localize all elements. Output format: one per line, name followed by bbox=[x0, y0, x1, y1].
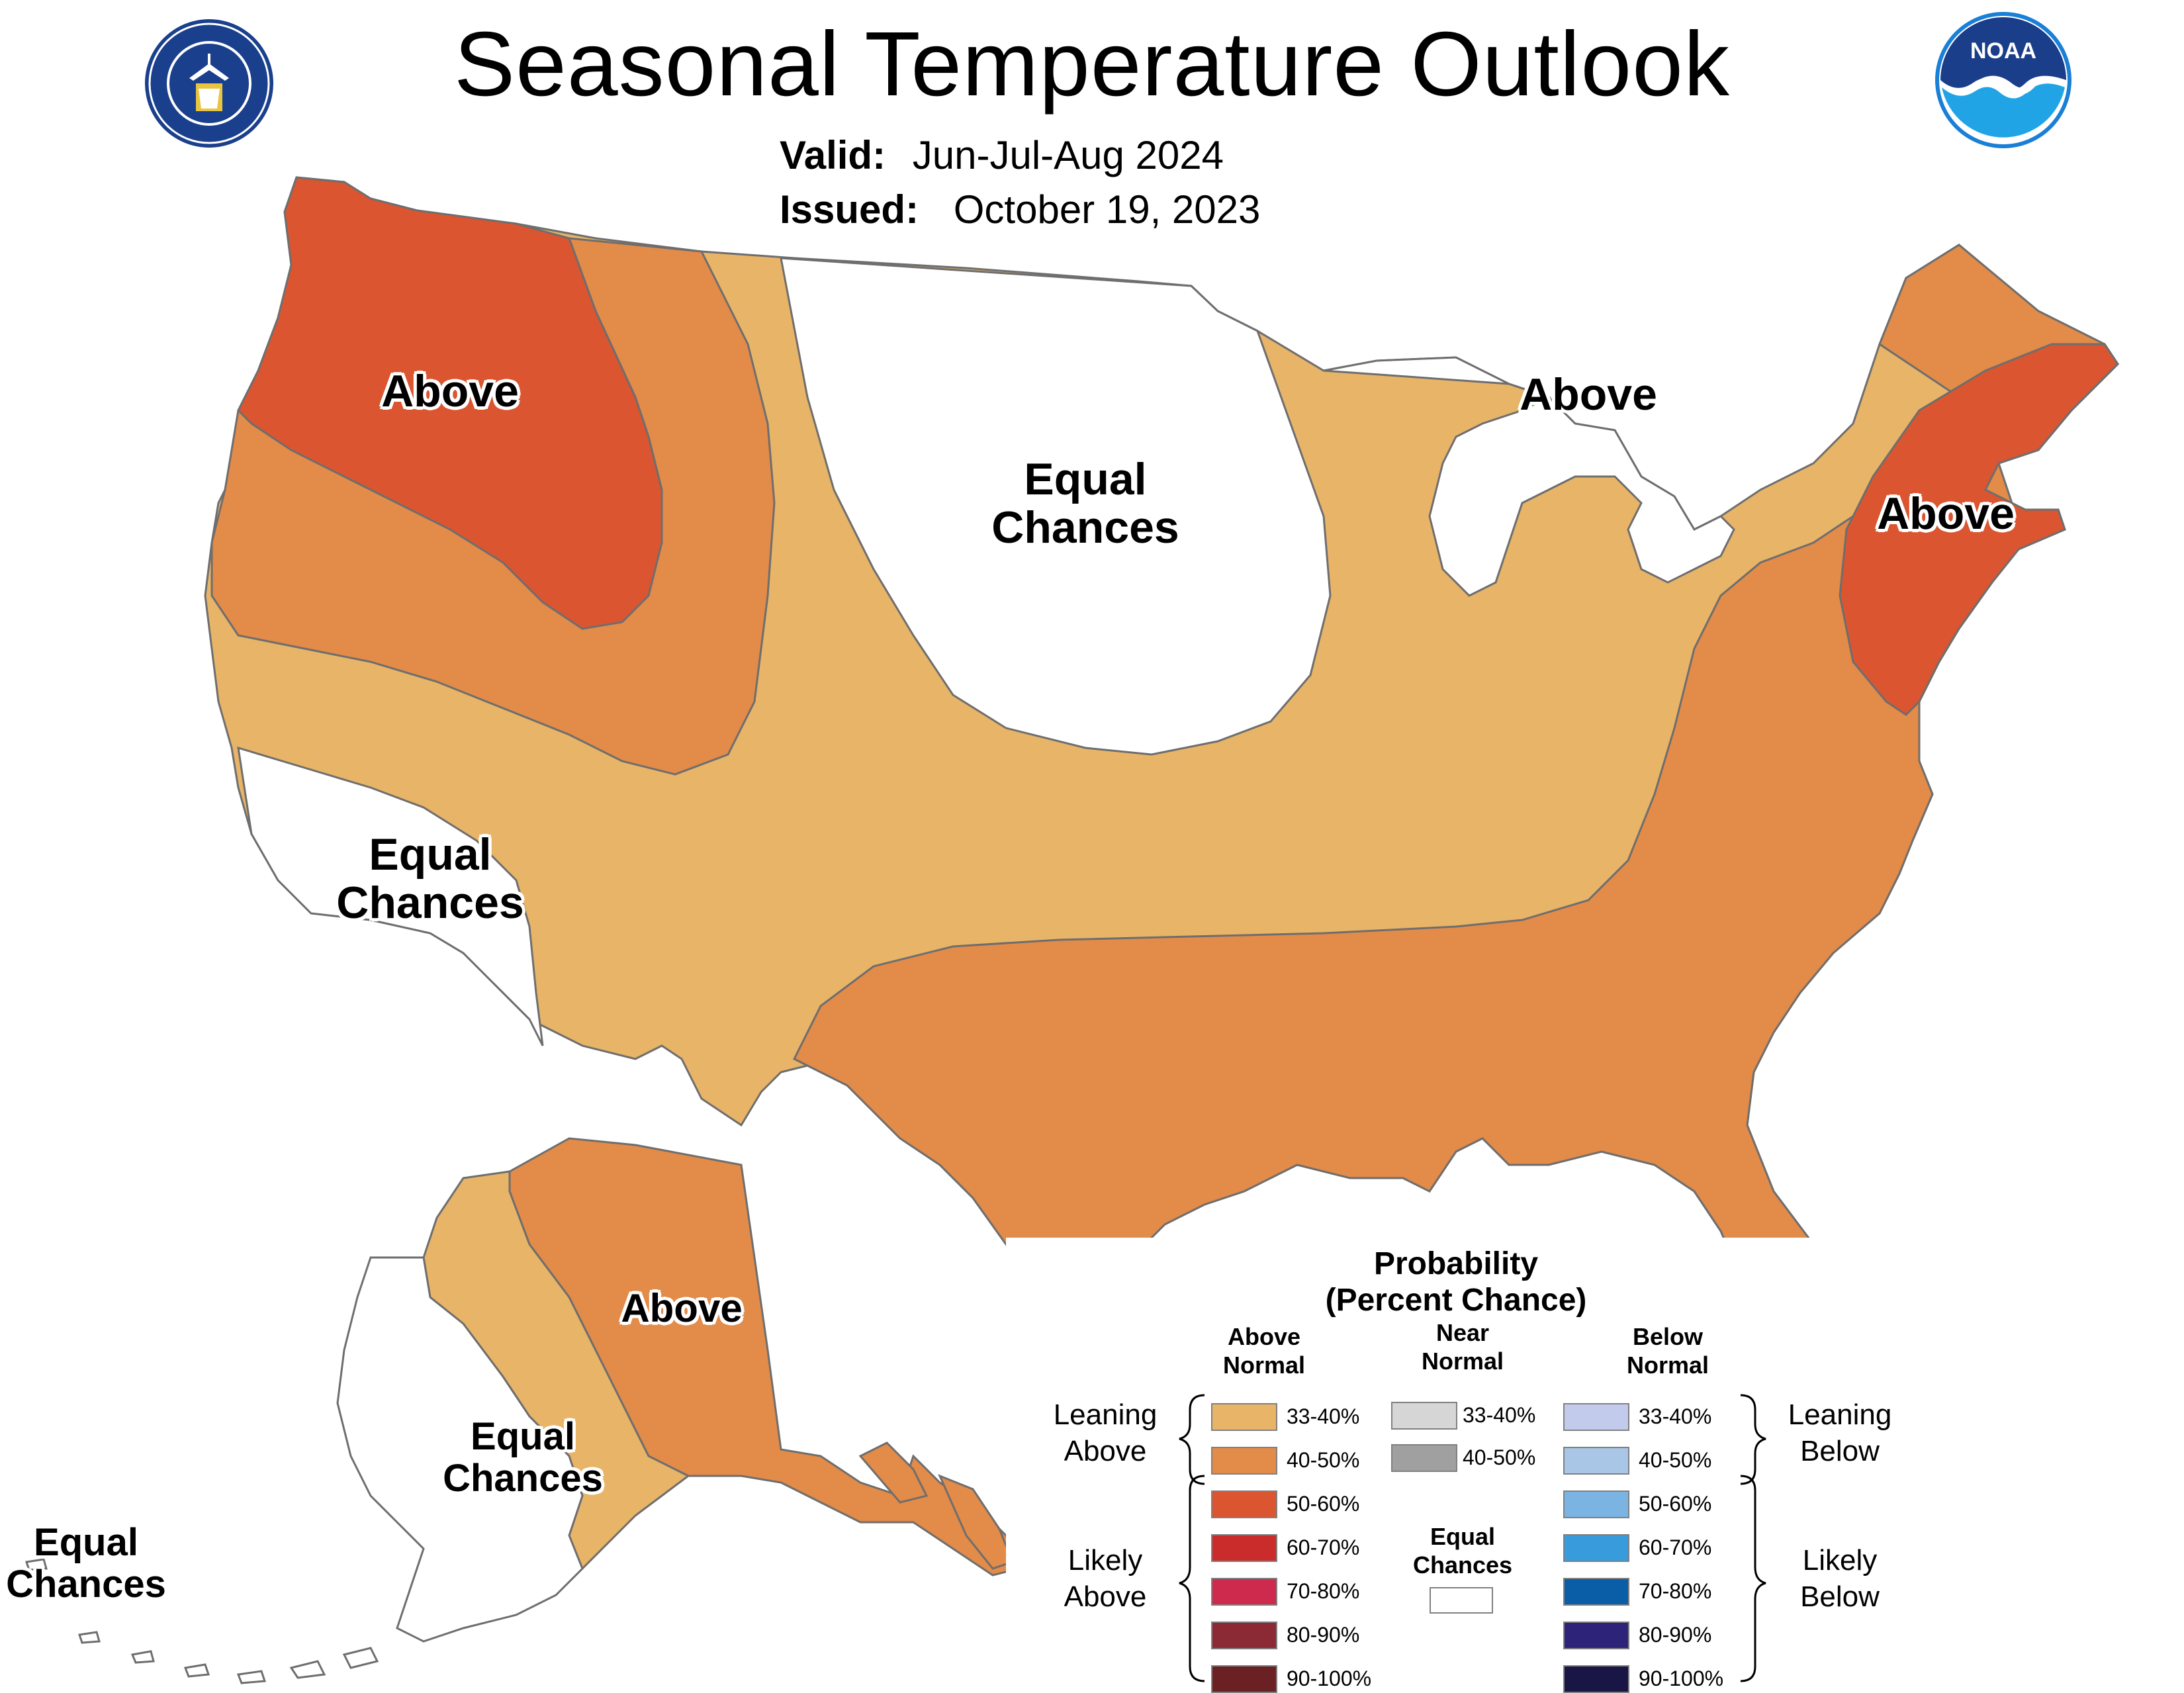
legend-above-swatch-label: 80-90% bbox=[1287, 1623, 1360, 1647]
likely-above-2: Above bbox=[1064, 1580, 1147, 1613]
legend-above-swatch-label: 33-40% bbox=[1287, 1404, 1360, 1428]
doc-seal-logo bbox=[145, 19, 273, 148]
legend-title-line2: (Percent Chance) bbox=[1325, 1283, 1587, 1318]
legend-below-swatch-label: 80-90% bbox=[1639, 1623, 1712, 1647]
legend-title-line1: Probability bbox=[1373, 1246, 1539, 1281]
legend-title: Probability (Percent Chance) bbox=[1257, 1246, 1655, 1318]
legend-near-heading: Near Normal bbox=[1396, 1318, 1529, 1375]
label-california-equal-chances: Equal Chances bbox=[291, 829, 569, 929]
leaning-above-1: Leaning bbox=[1053, 1398, 1158, 1431]
legend-below-swatch-label: 60-70% bbox=[1639, 1535, 1712, 1559]
legend-below-swatch bbox=[1563, 1490, 1629, 1518]
likely-below-1: Likely bbox=[1802, 1544, 1878, 1577]
alaska-west-equal-chances bbox=[336, 1256, 584, 1643]
legend-below-swatch-label: 70-80% bbox=[1639, 1579, 1712, 1603]
label-ak-equal-line1: Equal bbox=[471, 1415, 575, 1458]
label-aleut-equal-line2: Chances bbox=[6, 1562, 166, 1606]
valid-label: Valid: bbox=[780, 133, 886, 177]
leaning-below-1: Leaning bbox=[1788, 1398, 1892, 1431]
northeast-above-50-60 bbox=[1839, 343, 2119, 716]
legend-equal-2: Chances bbox=[1412, 1551, 1513, 1579]
valid-value: Jun-Jul-Aug 2024 bbox=[912, 133, 1224, 177]
noaa-logo-text: NOAA bbox=[1970, 38, 2036, 64]
california-equal-chances-area bbox=[237, 746, 544, 1046]
legend-below-swatch bbox=[1563, 1534, 1629, 1562]
label-northeast-above: Above bbox=[1877, 488, 2015, 539]
issued-row: Issued: October 19, 2023 bbox=[780, 187, 1260, 232]
label-aleut-equal-line1: Equal bbox=[34, 1521, 138, 1564]
legend-above-swatch bbox=[1211, 1447, 1277, 1475]
legend: Probability (Percent Chance) Above Norma… bbox=[1006, 1238, 1919, 1693]
pacific-nw-above-50-60 bbox=[237, 176, 663, 630]
label-ak-equal-line2: Chances bbox=[443, 1456, 603, 1500]
legend-near-swatch bbox=[1391, 1444, 1457, 1472]
legend-below-swatch bbox=[1563, 1578, 1629, 1606]
legend-above-head-1: Above bbox=[1227, 1323, 1301, 1350]
label-midwest-above: Above bbox=[1520, 369, 1657, 420]
legend-below-swatch bbox=[1563, 1447, 1629, 1475]
legend-likely-below-label: Likely Below bbox=[1774, 1542, 1906, 1615]
label-cal-equal-line2: Chances bbox=[336, 878, 524, 929]
legend-above-swatch bbox=[1211, 1403, 1277, 1431]
legend-above-swatch bbox=[1211, 1622, 1277, 1649]
legend-above-swatch-label: 60-70% bbox=[1287, 1535, 1360, 1559]
legend-equal-chances-swatch bbox=[1430, 1587, 1493, 1614]
plains-equal-chances-area bbox=[780, 257, 1332, 756]
legend-equal-1: Equal bbox=[1430, 1523, 1495, 1550]
noaa-logo: NOAA bbox=[1935, 12, 2071, 148]
legend-braces bbox=[1179, 1394, 1766, 1682]
legend-leaning-above-label: Leaning Above bbox=[1032, 1396, 1178, 1469]
valid-row: Valid: Jun-Jul-Aug 2024 bbox=[780, 132, 1224, 178]
label-alaska-above: Above bbox=[621, 1286, 743, 1330]
label-cal-equal-line1: Equal bbox=[369, 829, 492, 880]
issued-label: Issued: bbox=[780, 187, 919, 232]
leaning-above-2: Above bbox=[1064, 1435, 1147, 1467]
legend-below-swatch-label: 50-60% bbox=[1639, 1492, 1712, 1516]
legend-near-swatch-label: 40-50% bbox=[1463, 1445, 1536, 1469]
legend-near-head-1: Near bbox=[1435, 1319, 1490, 1346]
legend-leaning-below-label: Leaning Below bbox=[1774, 1396, 1906, 1469]
great-lakes bbox=[1323, 356, 1735, 597]
legend-above-swatch bbox=[1211, 1578, 1277, 1606]
label-plains-equal-line2: Chances bbox=[991, 502, 1179, 553]
legend-below-head-1: Below bbox=[1632, 1323, 1703, 1350]
legend-below-swatch-label: 33-40% bbox=[1639, 1404, 1712, 1428]
legend-above-swatch bbox=[1211, 1490, 1277, 1518]
label-plains-equal-line1: Equal bbox=[1024, 454, 1147, 504]
legend-below-head-2: Normal bbox=[1626, 1351, 1709, 1379]
label-west-above: Above bbox=[381, 366, 519, 416]
legend-below-swatch bbox=[1563, 1665, 1629, 1693]
legend-above-heading: Above Normal bbox=[1198, 1322, 1330, 1379]
legend-near-head-2: Normal bbox=[1421, 1348, 1504, 1375]
legend-near-swatch-label: 33-40% bbox=[1463, 1403, 1536, 1427]
label-alaska-equal-chances: Equal Chances bbox=[417, 1416, 629, 1499]
issued-value: October 19, 2023 bbox=[953, 187, 1261, 232]
map-title: Seasonal Temperature Outlook bbox=[454, 13, 1730, 115]
legend-below-swatch-label: 90-100% bbox=[1639, 1667, 1724, 1690]
leaning-below-2: Below bbox=[1800, 1435, 1880, 1467]
label-aleutian-equal-chances: Equal Chances bbox=[0, 1522, 172, 1605]
legend-above-swatch-label: 90-100% bbox=[1287, 1667, 1372, 1690]
legend-near-swatch bbox=[1391, 1402, 1457, 1430]
label-plains-equal-chances: Equal Chances bbox=[946, 455, 1224, 553]
likely-above-1: Likely bbox=[1068, 1544, 1143, 1577]
legend-likely-above-label: Likely Above bbox=[1032, 1542, 1178, 1615]
legend-below-swatch bbox=[1563, 1403, 1629, 1431]
legend-above-head-2: Normal bbox=[1222, 1351, 1306, 1379]
legend-below-swatch-label: 40-50% bbox=[1639, 1448, 1712, 1472]
legend-below-swatch bbox=[1563, 1622, 1629, 1649]
legend-above-swatch-label: 70-80% bbox=[1287, 1579, 1360, 1603]
likely-below-2: Below bbox=[1800, 1580, 1880, 1613]
legend-equal-chances-label: Equal Chances bbox=[1390, 1522, 1535, 1579]
legend-below-heading: Below Normal bbox=[1602, 1322, 1734, 1379]
aleutian-islands bbox=[25, 1558, 379, 1684]
legend-above-swatch-label: 40-50% bbox=[1287, 1448, 1360, 1472]
legend-above-swatch bbox=[1211, 1534, 1277, 1562]
legend-above-swatch bbox=[1211, 1665, 1277, 1693]
legend-above-swatch-label: 50-60% bbox=[1287, 1492, 1360, 1516]
